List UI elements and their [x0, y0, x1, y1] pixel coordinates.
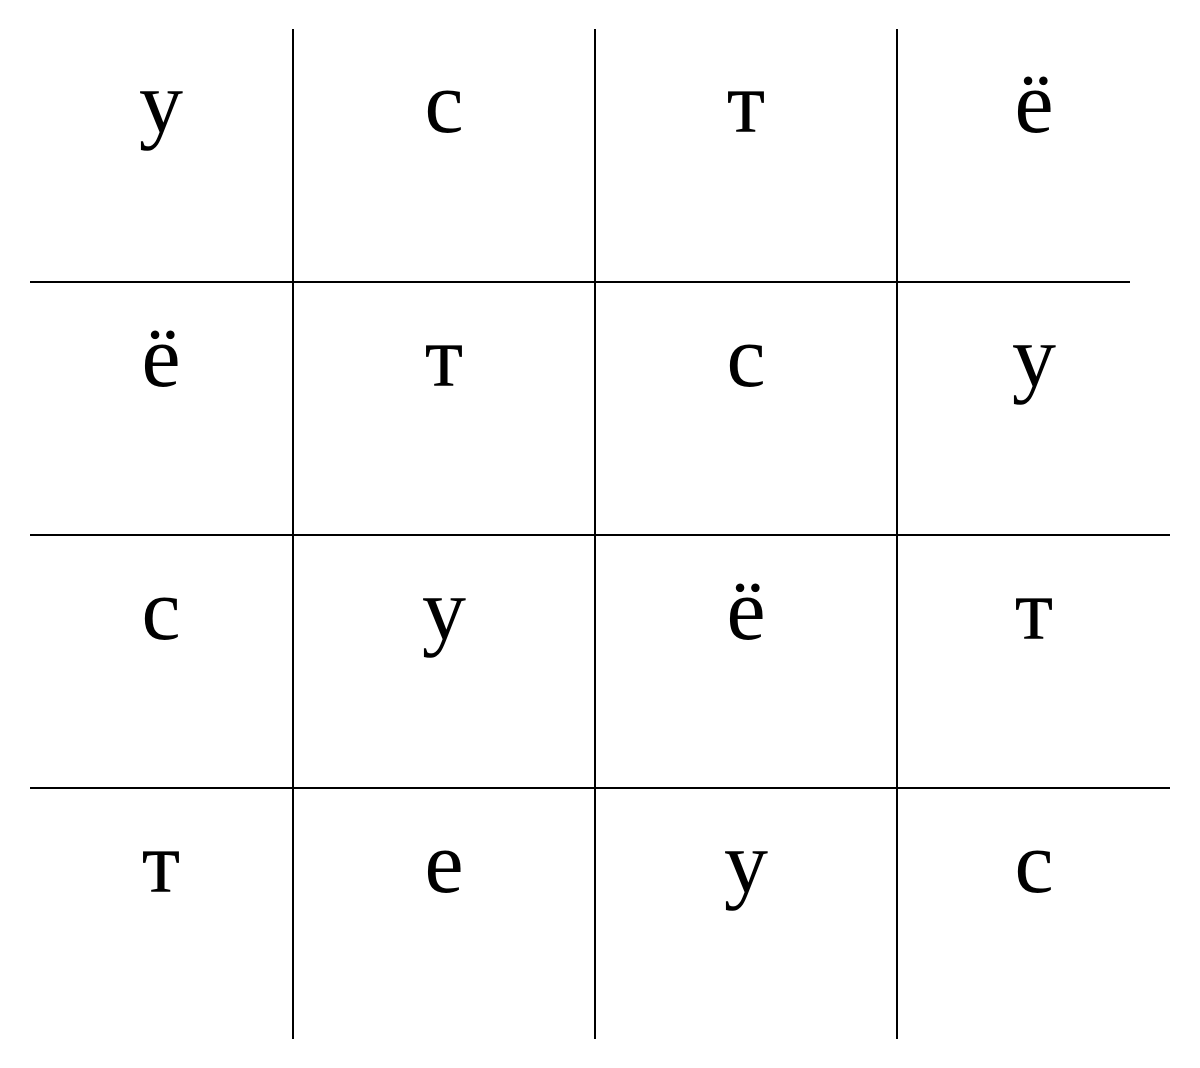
cell-1-3: у [898, 283, 1170, 534]
cell-1-2: с [596, 283, 896, 534]
cell-1-0: ё [30, 283, 292, 534]
cell-2-0: с [30, 536, 292, 787]
cell-0-3: ё [898, 29, 1170, 281]
cell-0-1: с [294, 29, 594, 281]
letter-grid: у с т ё ё т с у с у ё т т е у с [30, 29, 1170, 1039]
cell-2-1: у [294, 536, 594, 787]
cell-3-1: е [294, 789, 594, 1039]
cell-3-0: т [30, 789, 292, 1039]
cell-2-2: ё [596, 536, 896, 787]
cell-0-2: т [596, 29, 896, 281]
cell-3-3: с [898, 789, 1170, 1039]
cell-3-2: у [596, 789, 896, 1039]
cell-0-0: у [30, 29, 292, 281]
cell-1-1: т [294, 283, 594, 534]
cell-2-3: т [898, 536, 1170, 787]
